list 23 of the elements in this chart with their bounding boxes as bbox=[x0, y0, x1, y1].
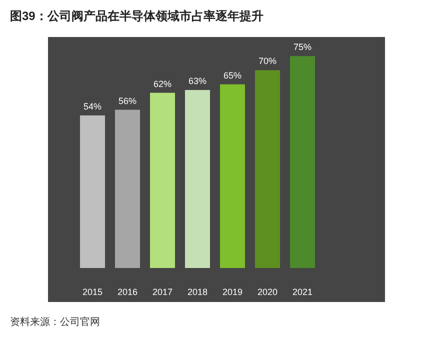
data-label: 75% bbox=[293, 42, 312, 52]
bar bbox=[80, 115, 105, 268]
bar bbox=[115, 110, 140, 268]
x-tick-label: 2021 bbox=[292, 287, 313, 297]
bar bbox=[255, 70, 280, 268]
x-tick-label: 2019 bbox=[222, 287, 243, 297]
text: 资料来源：公司官网 bbox=[10, 316, 100, 328]
bar bbox=[150, 92, 175, 268]
data-label: 70% bbox=[258, 56, 277, 66]
data-label: 62% bbox=[153, 78, 172, 89]
data-label: 54% bbox=[83, 101, 102, 112]
x-tick-label: 2020 bbox=[257, 287, 278, 297]
data-label: 63% bbox=[188, 76, 207, 86]
x-tick-label: 2017 bbox=[152, 287, 173, 297]
x-tick-label: 2015 bbox=[82, 287, 103, 297]
bar bbox=[290, 56, 315, 268]
x-tick-label: 2016 bbox=[117, 287, 138, 297]
x-tick-label: 2018 bbox=[187, 287, 208, 297]
data-label: 56% bbox=[118, 96, 137, 106]
chart-title: 图39：公司阀产品在半导体领域市占率逐年提升 bbox=[10, 9, 264, 23]
data-label: 65% bbox=[223, 70, 242, 80]
bar bbox=[220, 84, 245, 268]
bar bbox=[185, 90, 210, 268]
